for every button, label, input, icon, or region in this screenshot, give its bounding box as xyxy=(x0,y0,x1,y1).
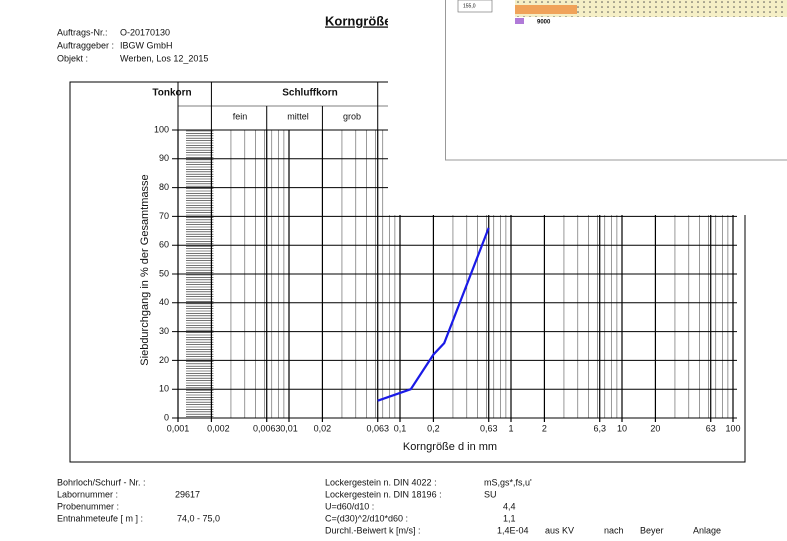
y-tick-label: 40 xyxy=(159,297,169,307)
field-label: Objekt : xyxy=(57,53,88,63)
footer-label: U=d60/d10 : xyxy=(325,501,374,511)
subfraction-label: grob xyxy=(343,111,361,121)
y-tick-label: 80 xyxy=(159,182,169,192)
y-tick-label: 20 xyxy=(159,355,169,365)
log-label: 9000 xyxy=(537,20,551,26)
x-tick-label: 100 xyxy=(725,423,740,433)
footer-value: 4,4 xyxy=(503,501,516,511)
x-tick-label: 0,063 xyxy=(366,423,389,433)
x-tick-label: 0,001 xyxy=(167,423,190,433)
subfraction-label: fein xyxy=(233,111,248,121)
log-marker xyxy=(515,18,524,24)
footer-value: Anlage xyxy=(693,525,721,535)
x-tick-label: 0,63 xyxy=(480,423,498,433)
x-tick-label: 20 xyxy=(650,423,660,433)
x-tick-label: 0,1 xyxy=(394,423,407,433)
x-tick-label: 10 xyxy=(617,423,627,433)
x-tick-label: 0,002 xyxy=(207,423,230,433)
field-value: O-20170130 xyxy=(120,27,170,37)
y-tick-label: 90 xyxy=(159,153,169,163)
footer-value: aus KV xyxy=(545,525,574,535)
footer-label: Entnahmeteufe [ m ] : xyxy=(57,513,143,523)
x-tick-label: 0,01 xyxy=(280,423,298,433)
footer-label: Lockergestein n. DIN 18196 : xyxy=(325,489,442,499)
overlay-window: 155,0 9000 xyxy=(446,0,787,160)
field-label: Auftraggeber : xyxy=(57,40,114,50)
footer-label: Bohrloch/Schurf - Nr. : xyxy=(57,477,146,487)
y-tick-label: 10 xyxy=(159,384,169,394)
fraction-label: Schluffkorn xyxy=(282,88,338,99)
y-tick-label: 60 xyxy=(159,240,169,250)
footer-value: SU xyxy=(484,489,497,499)
subfraction-label: mittel xyxy=(287,111,309,121)
page: Korngröße Auftrags-Nr.: O-20170130 Auftr… xyxy=(0,0,787,541)
fraction-label: Tonkorn xyxy=(152,88,191,99)
y-tick-label: 0 xyxy=(164,412,169,422)
log-label: 155,0 xyxy=(463,3,476,9)
y-axis-label: Siebdurchgang in % der Gesamtmasse xyxy=(139,174,151,365)
footer-value: 74,0 - 75,0 xyxy=(177,513,220,523)
x-tick-label: 0,0063 xyxy=(253,423,281,433)
footer-value: 1,4E-04 xyxy=(497,525,529,535)
footer-label: C=(d30)^2/d10*d60 : xyxy=(325,513,408,523)
footer-label: Lockergestein n. DIN 4022 : xyxy=(325,477,437,487)
x-tick-label: 0,02 xyxy=(314,423,332,433)
document: Korngröße Auftrags-Nr.: O-20170130 Auftr… xyxy=(0,0,787,541)
field-value: Werben, Los 12_2015 xyxy=(120,53,208,63)
y-tick-label: 30 xyxy=(159,326,169,336)
x-axis-label: Korngröße d in mm xyxy=(403,441,497,453)
footer-label: Labornummer : xyxy=(57,489,118,499)
field-value: IBGW GmbH xyxy=(120,40,173,50)
x-tick-label: 63 xyxy=(706,423,716,433)
doc-title: Korngröße xyxy=(325,13,391,28)
x-tick-label: 0,2 xyxy=(427,423,440,433)
log-layer xyxy=(515,5,577,14)
footer-value: 1,1 xyxy=(503,513,516,523)
footer-value: Beyer xyxy=(640,525,664,535)
x-tick-label: 2 xyxy=(542,423,547,433)
y-tick-label: 100 xyxy=(154,124,169,134)
x-tick-label: 1 xyxy=(508,423,513,433)
y-tick-label: 70 xyxy=(159,211,169,221)
footer-value: mS,gs*,fs,u' xyxy=(484,477,532,487)
footer-label: Probenummer : xyxy=(57,501,119,511)
footer-value: nach xyxy=(604,525,624,535)
footer-value: 29617 xyxy=(175,489,200,499)
window-frame xyxy=(446,0,787,160)
footer-label: Durchl.-Beiwert k [m/s] : xyxy=(325,525,421,535)
field-label: Auftrags-Nr.: xyxy=(57,27,108,37)
y-tick-label: 50 xyxy=(159,268,169,278)
x-tick-label: 6,3 xyxy=(593,423,606,433)
